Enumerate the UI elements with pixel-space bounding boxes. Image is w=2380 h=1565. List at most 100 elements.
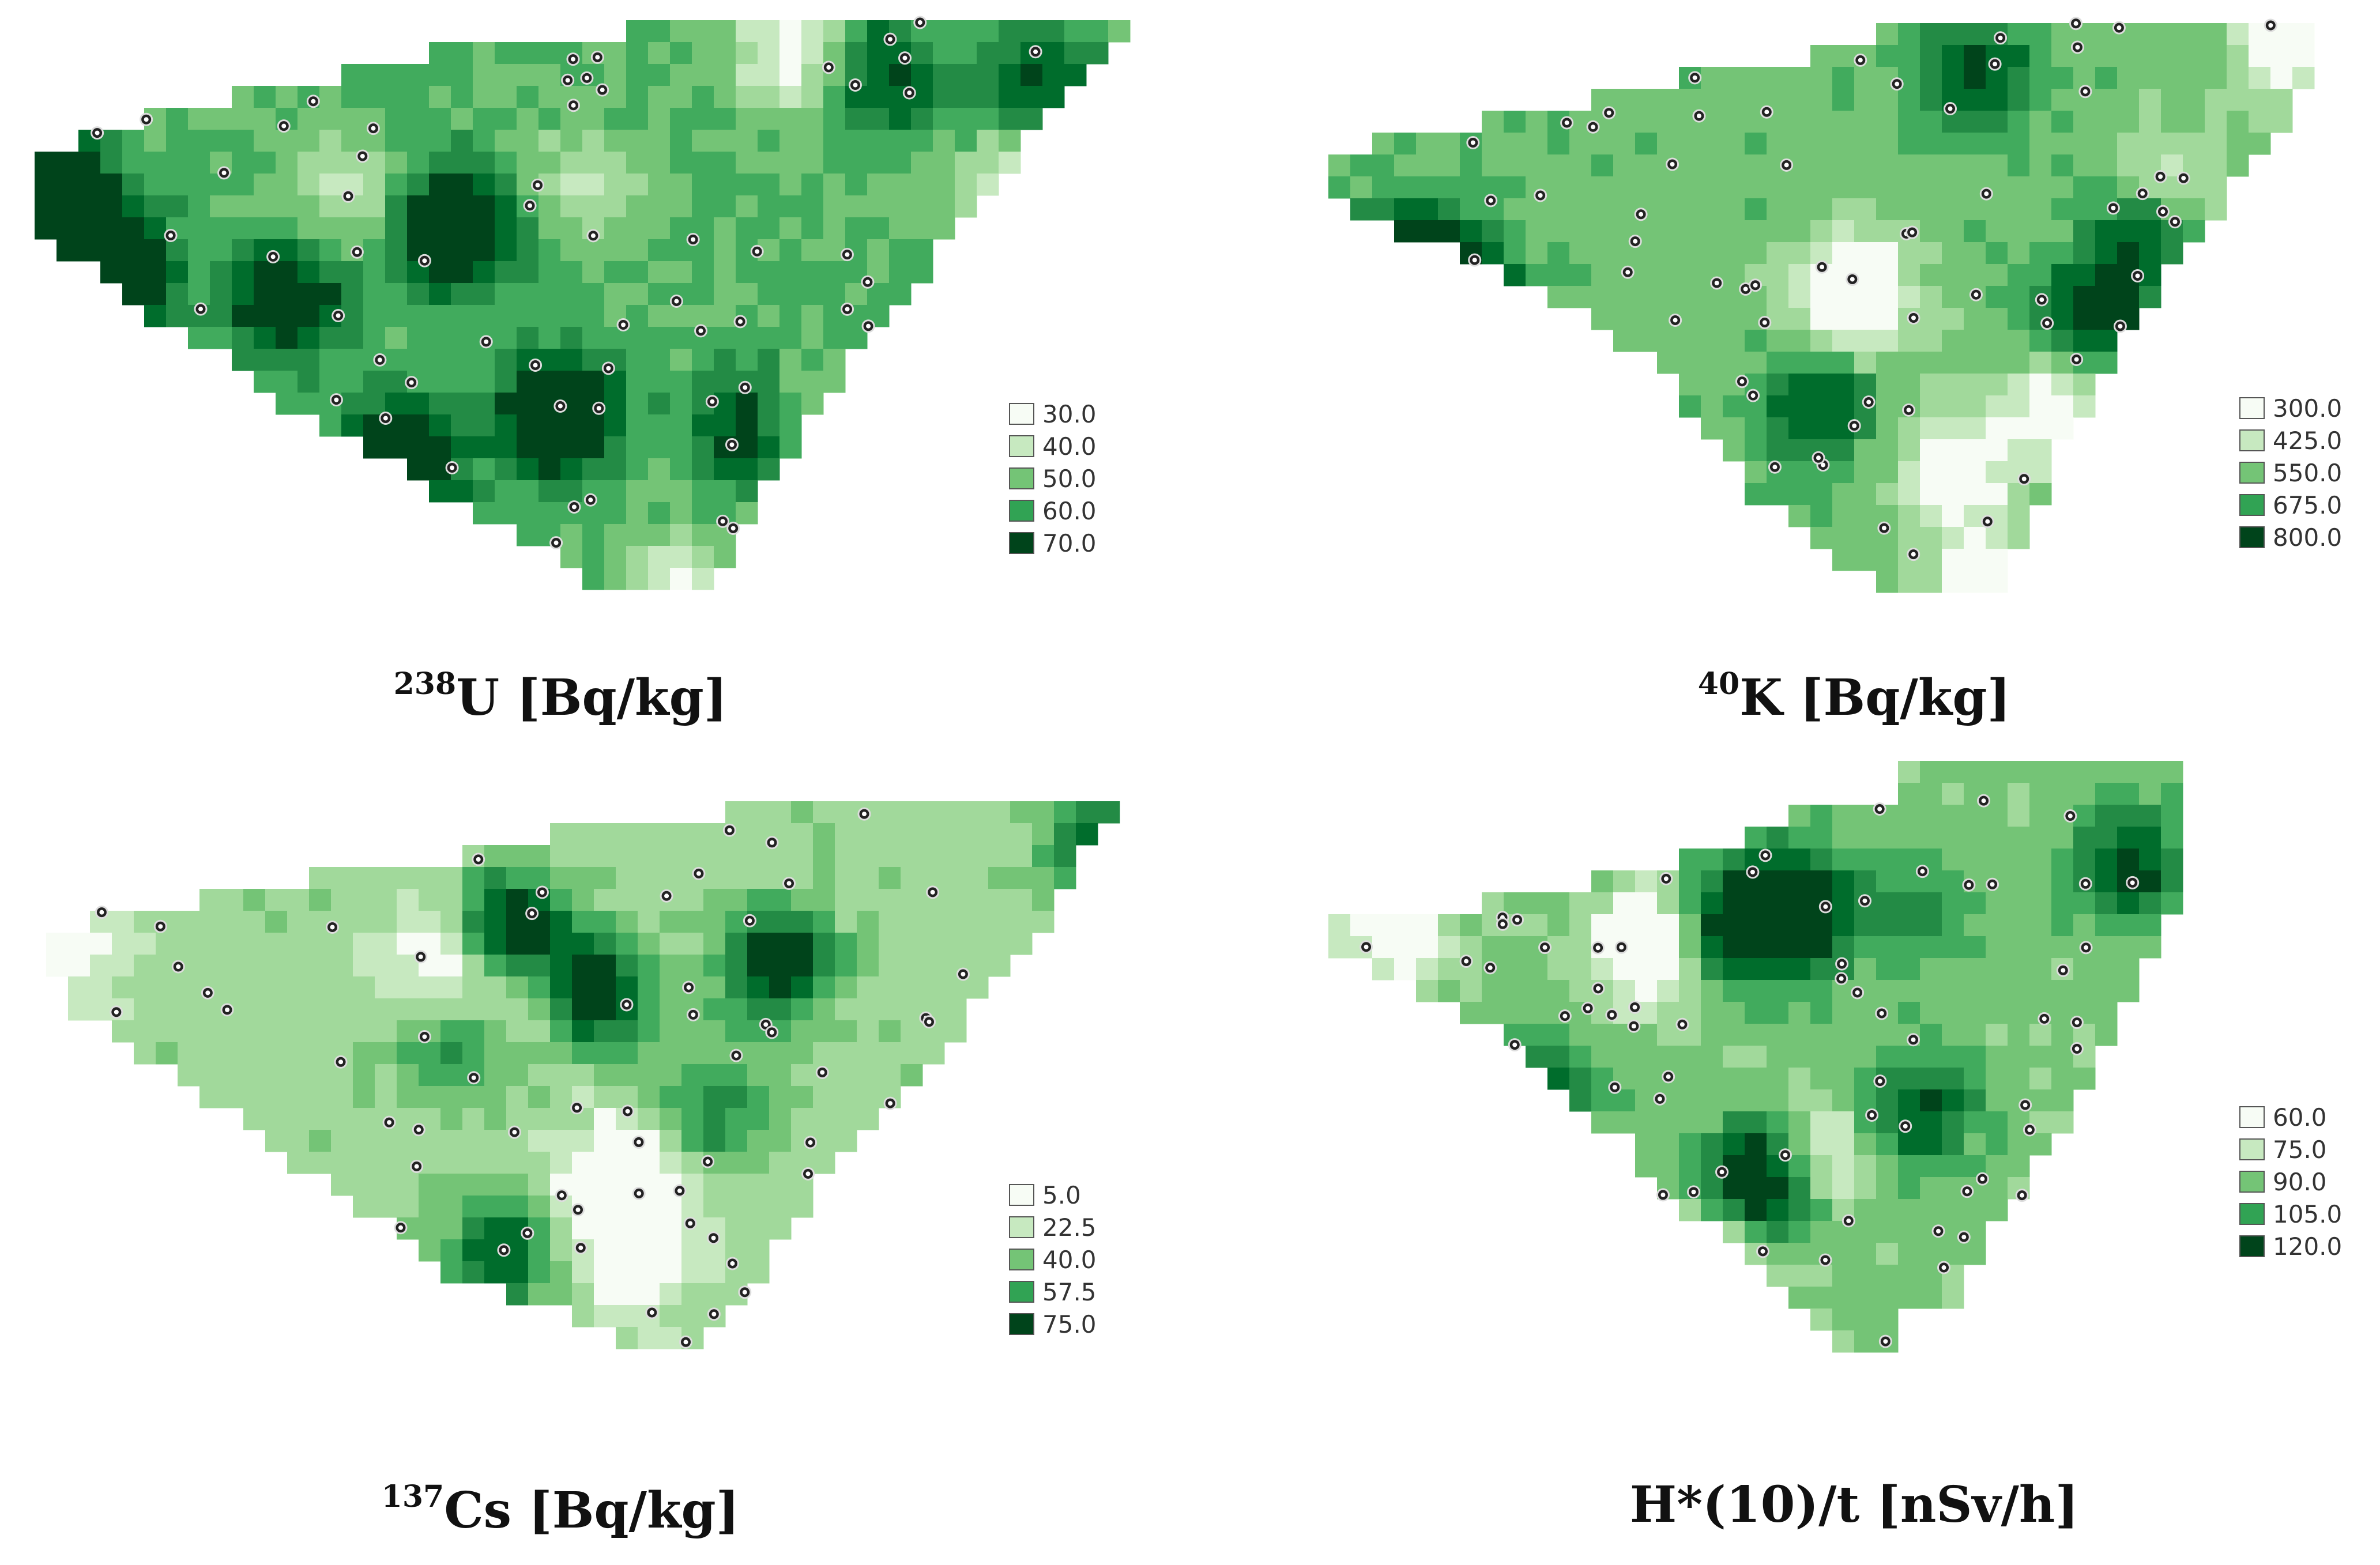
raster-cell — [1964, 892, 1986, 915]
raster-cell — [660, 1152, 682, 1174]
raster-cell — [1042, 64, 1065, 86]
raster-cell — [1898, 1177, 1920, 1200]
raster-cell — [648, 42, 671, 65]
raster-cell — [966, 801, 989, 824]
raster-cell — [341, 349, 364, 371]
raster-cell — [594, 933, 616, 955]
raster-cell — [779, 195, 802, 218]
raster-cell — [769, 1174, 792, 1196]
raster-cell — [385, 217, 408, 240]
raster-cell — [254, 174, 276, 196]
raster-cell — [1876, 1111, 1899, 1134]
raster-cell — [341, 217, 364, 240]
raster-cell — [2008, 1155, 2030, 1178]
raster-cell — [955, 174, 977, 196]
raster-cell — [1942, 308, 1964, 330]
raster-cell — [769, 1064, 792, 1087]
raster-cell — [429, 174, 451, 196]
raster-cell — [1032, 823, 1055, 846]
raster-cell — [1042, 86, 1065, 108]
raster-cell — [2029, 23, 2052, 46]
raster-cell — [714, 458, 736, 481]
raster-cell — [1898, 133, 1920, 155]
raster-cell — [594, 955, 616, 977]
raster-cell — [276, 305, 298, 327]
raster-cell — [1920, 1177, 1942, 1200]
raster-cell — [1920, 308, 1942, 330]
raster-cell — [1328, 176, 1351, 199]
raster-cell — [648, 174, 671, 196]
raster-cell — [1876, 980, 1899, 1002]
raster-cell — [385, 283, 408, 306]
raster-cell — [1788, 330, 1811, 352]
raster-cell — [1723, 892, 1745, 915]
legend-item: 30.0 — [1009, 398, 1097, 430]
raster-cell — [660, 1064, 682, 1087]
legend-swatch — [2239, 526, 2265, 548]
raster-cell — [243, 1064, 266, 1087]
sample-point-center — [1692, 75, 1697, 80]
raster-cell — [1810, 527, 1833, 549]
raster-cell — [736, 152, 758, 174]
raster-cell — [2051, 220, 2074, 243]
raster-cell — [692, 283, 714, 306]
raster-cell — [1788, 1024, 1811, 1046]
raster-cell — [879, 955, 901, 977]
raster-cell — [2029, 220, 2052, 243]
raster-cell — [1942, 439, 1964, 462]
raster-cell — [2249, 111, 2271, 133]
raster-cell — [517, 393, 539, 415]
raster-cell — [1745, 980, 1767, 1002]
raster-cell — [363, 86, 386, 108]
raster-cell — [714, 64, 736, 86]
raster-cell — [2051, 133, 2074, 155]
raster-cell — [451, 217, 473, 240]
raster-cell — [309, 1152, 332, 1174]
raster-cell — [254, 152, 276, 174]
raster-cell — [648, 327, 671, 349]
raster-cell — [1010, 867, 1033, 889]
raster-cell — [68, 955, 91, 977]
raster-cell — [638, 998, 660, 1021]
raster-cell — [232, 283, 254, 306]
raster-cell — [341, 305, 364, 327]
raster-cell — [419, 998, 441, 1021]
raster-cell — [999, 86, 1021, 108]
raster-cell — [1504, 242, 1526, 265]
raster-cell — [2117, 242, 2140, 265]
raster-cell — [57, 217, 79, 240]
sample-point-center — [930, 889, 935, 895]
sample-point-center — [336, 313, 341, 318]
raster-cell — [616, 1064, 638, 1087]
raster-cell — [1986, 849, 2008, 871]
raster-cell — [2051, 783, 2074, 805]
raster-cell — [1964, 461, 1986, 484]
raster-cell — [287, 1130, 310, 1152]
sample-point-center — [1784, 163, 1789, 168]
raster-cell — [1613, 133, 1636, 155]
raster-cell — [1547, 286, 1570, 308]
raster-cell — [451, 239, 473, 262]
raster-cell — [1569, 198, 1592, 221]
sample-point-center — [1714, 280, 1719, 285]
raster-cell — [1394, 936, 1417, 959]
raster-cell — [1810, 870, 1833, 893]
raster-cell — [867, 42, 890, 65]
raster-cell — [758, 86, 780, 108]
raster-cell — [319, 195, 342, 218]
raster-cell — [166, 305, 189, 327]
raster-cell — [660, 823, 682, 846]
raster-cell — [560, 436, 583, 459]
raster-cell — [725, 1086, 748, 1108]
raster-cell — [1020, 86, 1043, 108]
raster-cell — [714, 174, 736, 196]
raster-cell — [801, 349, 824, 371]
raster-cell — [188, 217, 210, 240]
raster-cell — [1350, 176, 1373, 199]
raster-cell — [2161, 45, 2183, 67]
raster-cell — [210, 283, 232, 306]
raster-cell — [1569, 286, 1592, 308]
sample-point-center — [590, 233, 596, 238]
raster-cell — [1854, 914, 1877, 937]
raster-cell — [221, 1064, 244, 1087]
